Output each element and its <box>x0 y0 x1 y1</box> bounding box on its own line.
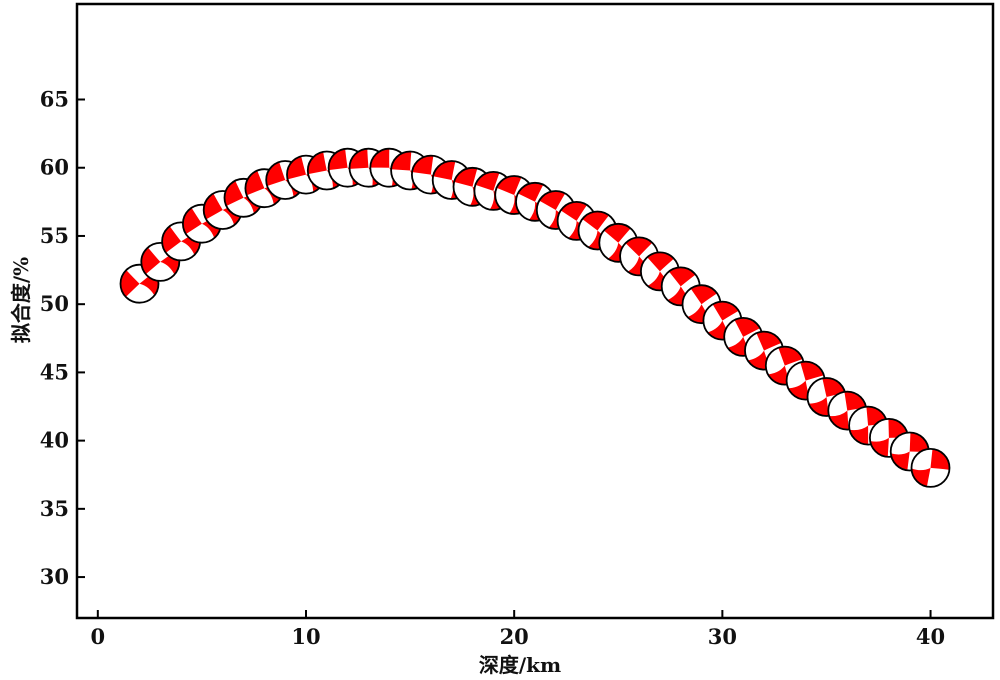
x-tick-label: 20 <box>500 624 529 649</box>
x-axis: 0 10 20 30 40 <box>91 610 945 649</box>
beachball-marker <box>910 447 951 488</box>
x-tick-label: 30 <box>708 624 737 649</box>
y-tick-label: 55 <box>40 223 69 248</box>
y-tick-label: 45 <box>40 359 69 384</box>
y-tick-label: 30 <box>40 564 69 589</box>
plot-frame <box>75 2 995 620</box>
x-axis-title: 深度/km <box>479 653 561 677</box>
x-tick-label: 40 <box>916 624 945 649</box>
y-tick-label: 40 <box>40 428 69 453</box>
data-series <box>119 147 951 488</box>
y-tick-label: 65 <box>40 87 69 112</box>
y-axis-title: 拟合度/% <box>9 257 33 343</box>
x-tick-label: 0 <box>91 624 106 649</box>
y-axis: 30 35 40 45 50 55 60 65 <box>40 87 85 589</box>
y-tick-label: 35 <box>40 496 69 521</box>
x-tick-label: 10 <box>291 624 320 649</box>
y-tick-label: 50 <box>40 291 69 316</box>
y-tick-label: 60 <box>40 155 69 180</box>
